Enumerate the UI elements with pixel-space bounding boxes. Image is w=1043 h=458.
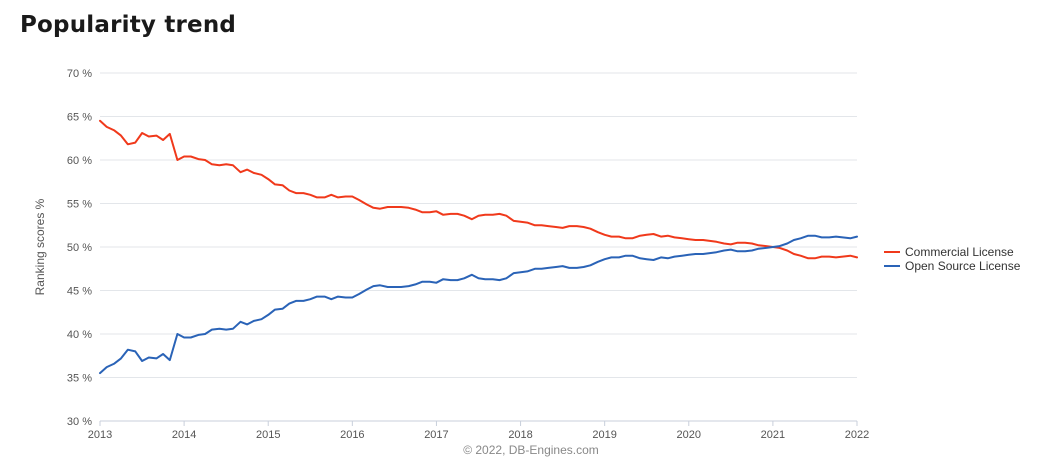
x-tick-label: 2018: [508, 429, 532, 441]
y-axis-title: Ranking scores %: [33, 198, 47, 295]
y-tick-label: 35 %: [67, 373, 92, 385]
y-tick-label: 65 %: [67, 112, 92, 124]
legend-item-open-source-license[interactable]: Open Source License: [884, 259, 1021, 273]
y-tick-label: 70 %: [67, 68, 92, 80]
legend-label: Open Source License: [905, 259, 1021, 273]
x-axis: 2013 2014 2015 2016 2017 2018 2019 2020 2021 2022: [88, 421, 869, 441]
series-line-commercial-license[interactable]: [99, 119, 858, 260]
legend-item-commercial-license[interactable]: Commercial License: [884, 245, 1014, 259]
series-line-open-source-license[interactable]: [99, 234, 858, 375]
x-tick-label: 2017: [424, 429, 448, 441]
credit-text: © 2022, DB-Engines.com: [463, 443, 599, 457]
x-tick-label: 2019: [592, 429, 616, 441]
x-tick-label: 2016: [340, 429, 364, 441]
x-tick-label: 2013: [88, 429, 112, 441]
y-tick-label: 30 %: [67, 416, 92, 428]
x-tick-label: 2014: [172, 429, 196, 441]
y-tick-label: 60 %: [67, 155, 92, 167]
grid-lines: [100, 72, 857, 422]
y-tick-label: 50 %: [67, 242, 92, 254]
y-tick-label: 45 %: [67, 286, 92, 298]
series-lines: [99, 119, 858, 375]
x-tick-label: 2021: [761, 429, 785, 441]
page-title: Popularity trend: [20, 12, 237, 38]
y-axis: 30 % 35 % 40 % 45 % 50 % 55 % 60 % 65 % 70 %: [67, 68, 92, 428]
x-tick-label: 2022: [845, 429, 869, 441]
x-tick-label: 2020: [677, 429, 701, 441]
y-tick-label: 55 %: [67, 199, 92, 211]
legend-label: Commercial License: [905, 245, 1014, 259]
y-tick-label: 40 %: [67, 329, 92, 341]
x-tick-label: 2015: [256, 429, 280, 441]
